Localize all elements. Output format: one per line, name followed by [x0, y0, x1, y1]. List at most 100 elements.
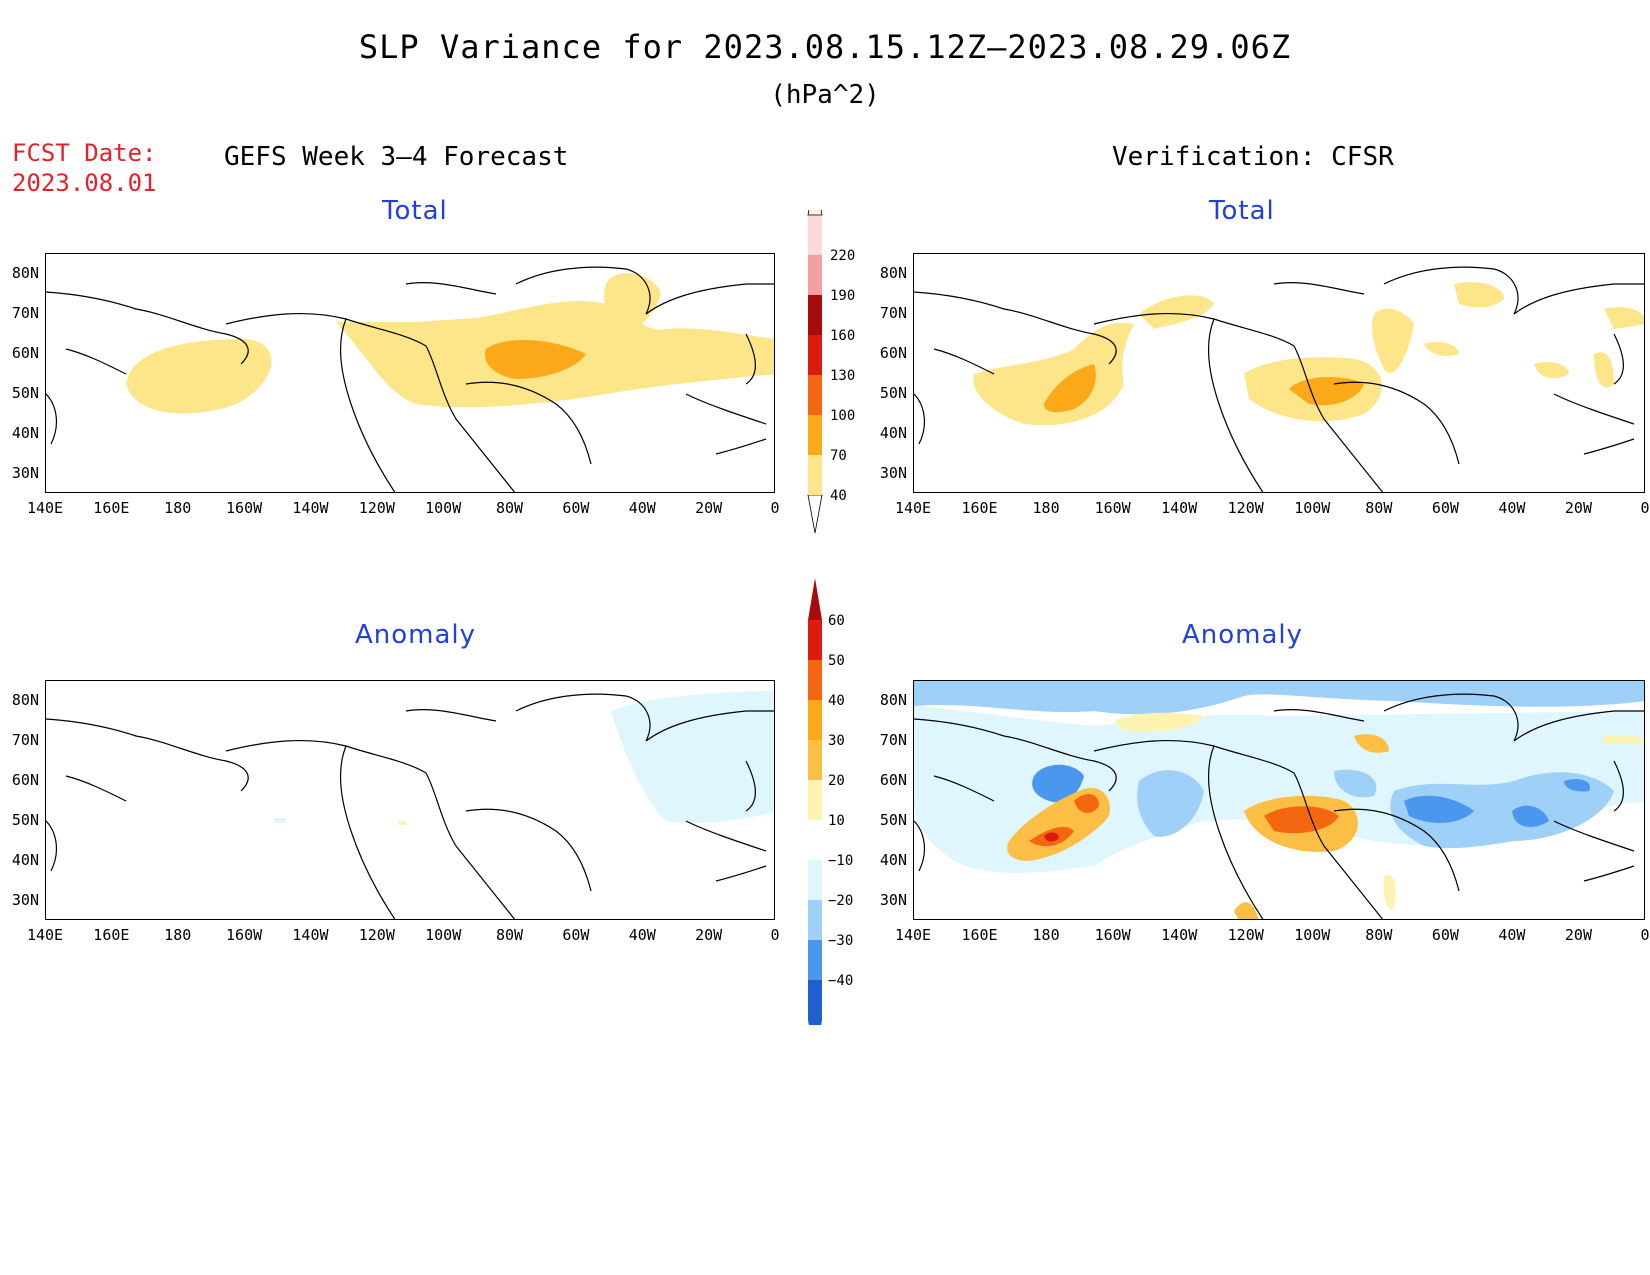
- colorbar-swatch: [808, 820, 822, 860]
- lon-label-bottom-left: 100W: [425, 926, 462, 944]
- map-forecast-anomaly: [45, 680, 775, 920]
- lon-label-bottom-left: 140E: [26, 926, 64, 944]
- subtitle-top-right: Total: [1209, 196, 1275, 226]
- colorbar-tick-label: 20: [828, 773, 845, 789]
- lat-label-bottom-right: 50N: [879, 811, 907, 829]
- lon-label-bottom-right: 40W: [1498, 926, 1526, 944]
- lon-label-bottom-right: 140W: [1161, 926, 1198, 944]
- lat-label-top-right: 50N: [879, 384, 907, 402]
- lon-label-bottom-left: 60W: [562, 926, 590, 944]
- colorbar-swatch: [808, 740, 822, 780]
- lat-label-bottom-right: 80N: [879, 691, 907, 709]
- map-verification-anomaly: [913, 680, 1645, 920]
- anomaly-colorbar-labels: 60 50 40 30 20 10 −10 −20 −30 −40: [828, 613, 853, 989]
- colorbar-tick-label: 130: [830, 368, 855, 384]
- subtitle-top-left: Total: [382, 196, 448, 226]
- colorbar-head: [807, 210, 823, 216]
- colorbar-swatch: [808, 860, 822, 900]
- lat-label-bottom-right: 70N: [879, 731, 907, 749]
- map-forecast-total: [45, 253, 775, 493]
- colorbar-tick-label: −40: [828, 973, 853, 989]
- lon-label-top-left: 180: [164, 499, 192, 517]
- anomaly-colorbar: 60 50 40 30 20 10 −10 −20 −30 −40: [808, 578, 853, 1025]
- coastlines: [46, 266, 774, 492]
- subtitle-bottom-left: Anomaly: [355, 620, 477, 650]
- colorbar-tick-label: 190: [830, 288, 855, 304]
- colorbar-swatch: [808, 940, 822, 980]
- lon-label-top-right: 60W: [1431, 499, 1459, 517]
- colorbar-tick-label: 70: [830, 448, 847, 464]
- colorbar-tick-label: −30: [828, 933, 853, 949]
- colorbar-tail: [808, 980, 822, 1025]
- colorbar-tick-label: 60: [828, 613, 845, 629]
- lat-label-top-left: 80N: [11, 264, 39, 282]
- lon-label-bottom-right: 100W: [1294, 926, 1331, 944]
- lon-label-bottom-left: 80W: [495, 926, 524, 944]
- colorbar-tick-label: 40: [830, 488, 847, 504]
- lon-label-top-left: 160W: [226, 499, 263, 517]
- lat-label-top-left: 60N: [11, 344, 39, 362]
- lon-label-bottom-right: 0: [1640, 926, 1650, 944]
- lat-label-top-left: 40N: [11, 424, 39, 442]
- lat-label-bottom-left: 70N: [11, 731, 39, 749]
- lon-label-bottom-right: 160W: [1094, 926, 1131, 944]
- lon-label-bottom-right: 140E: [894, 926, 932, 944]
- lon-label-top-right: 140E: [894, 499, 932, 517]
- lat-label-bottom-left: 30N: [11, 891, 39, 909]
- lon-label-top-right: 40W: [1498, 499, 1526, 517]
- coastlines: [46, 693, 774, 919]
- lon-label-top-right: 160W: [1094, 499, 1131, 517]
- forecast-date: FCST Date: 2023.08.01: [12, 138, 157, 198]
- lat-label-bottom-left: 60N: [11, 771, 39, 789]
- lon-label-bottom-left: 180: [164, 926, 192, 944]
- lon-label-top-right: 120W: [1227, 499, 1264, 517]
- lon-label-top-right: 20W: [1564, 499, 1592, 517]
- colorbar-tick-label: 100: [830, 408, 855, 424]
- lon-label-top-right: 100W: [1294, 499, 1331, 517]
- colorbar-swatch: [808, 415, 822, 455]
- colorbar-tick-label: 50: [828, 653, 845, 669]
- lat-label-top-right: 70N: [879, 304, 907, 322]
- lat-label-top-right: 40N: [879, 424, 907, 442]
- lon-label-bottom-left: 120W: [358, 926, 395, 944]
- colorbar-head: [808, 578, 822, 620]
- lon-label-top-right: 0: [1640, 499, 1650, 517]
- lon-label-top-right: 160E: [961, 499, 998, 517]
- colorbar-swatch: [808, 620, 822, 660]
- colorbar-swatch: [808, 700, 822, 740]
- subtitle-bottom-right: Anomaly: [1182, 620, 1304, 650]
- figure-title: SLP Variance for 2023.08.15.12Z–2023.08.…: [358, 28, 1292, 66]
- lon-label-bottom-left: 20W: [695, 926, 723, 944]
- units-label: (hPa^2): [770, 80, 880, 110]
- lon-label-top-left: 140W: [292, 499, 329, 517]
- colorbar-swatch: [808, 660, 822, 700]
- lon-label-top-left: 140E: [26, 499, 64, 517]
- lon-label-bottom-left: 0: [770, 926, 780, 944]
- colorbar-swatch: [808, 215, 822, 255]
- coastlines: [914, 266, 1644, 492]
- total-colorbar-swatches: [807, 210, 823, 534]
- colorbar-tick-label: −20: [828, 893, 853, 909]
- lon-label-bottom-right: 160E: [961, 926, 998, 944]
- lat-label-bottom-right: 30N: [879, 891, 907, 909]
- lon-label-top-left: 0: [770, 499, 780, 517]
- shading: [126, 273, 774, 414]
- lon-label-bottom-right: 20W: [1564, 926, 1592, 944]
- colorbar-tick-label: 40: [828, 693, 845, 709]
- lon-label-top-left: 160E: [93, 499, 130, 517]
- lat-label-top-left: 30N: [11, 464, 39, 482]
- lon-label-top-left: 80W: [495, 499, 524, 517]
- lat-label-bottom-right: 40N: [879, 851, 907, 869]
- lon-label-bottom-left: 40W: [628, 926, 656, 944]
- lon-label-bottom-left: 160W: [226, 926, 263, 944]
- lat-label-top-left: 70N: [11, 304, 39, 322]
- map-verification-total: [913, 253, 1645, 493]
- left-column-header: GEFS Week 3–4 Forecast: [224, 142, 569, 172]
- lon-label-bottom-left: 160E: [93, 926, 130, 944]
- lat-label-bottom-left: 50N: [11, 811, 39, 829]
- lon-label-top-right: 180: [1032, 499, 1060, 517]
- lon-label-bottom-right: 60W: [1431, 926, 1459, 944]
- anomaly-colorbar-swatches: [808, 578, 822, 1025]
- total-colorbar-labels: 40 70 100 130 160 190 220: [830, 248, 855, 504]
- lat-label-top-right: 60N: [879, 344, 907, 362]
